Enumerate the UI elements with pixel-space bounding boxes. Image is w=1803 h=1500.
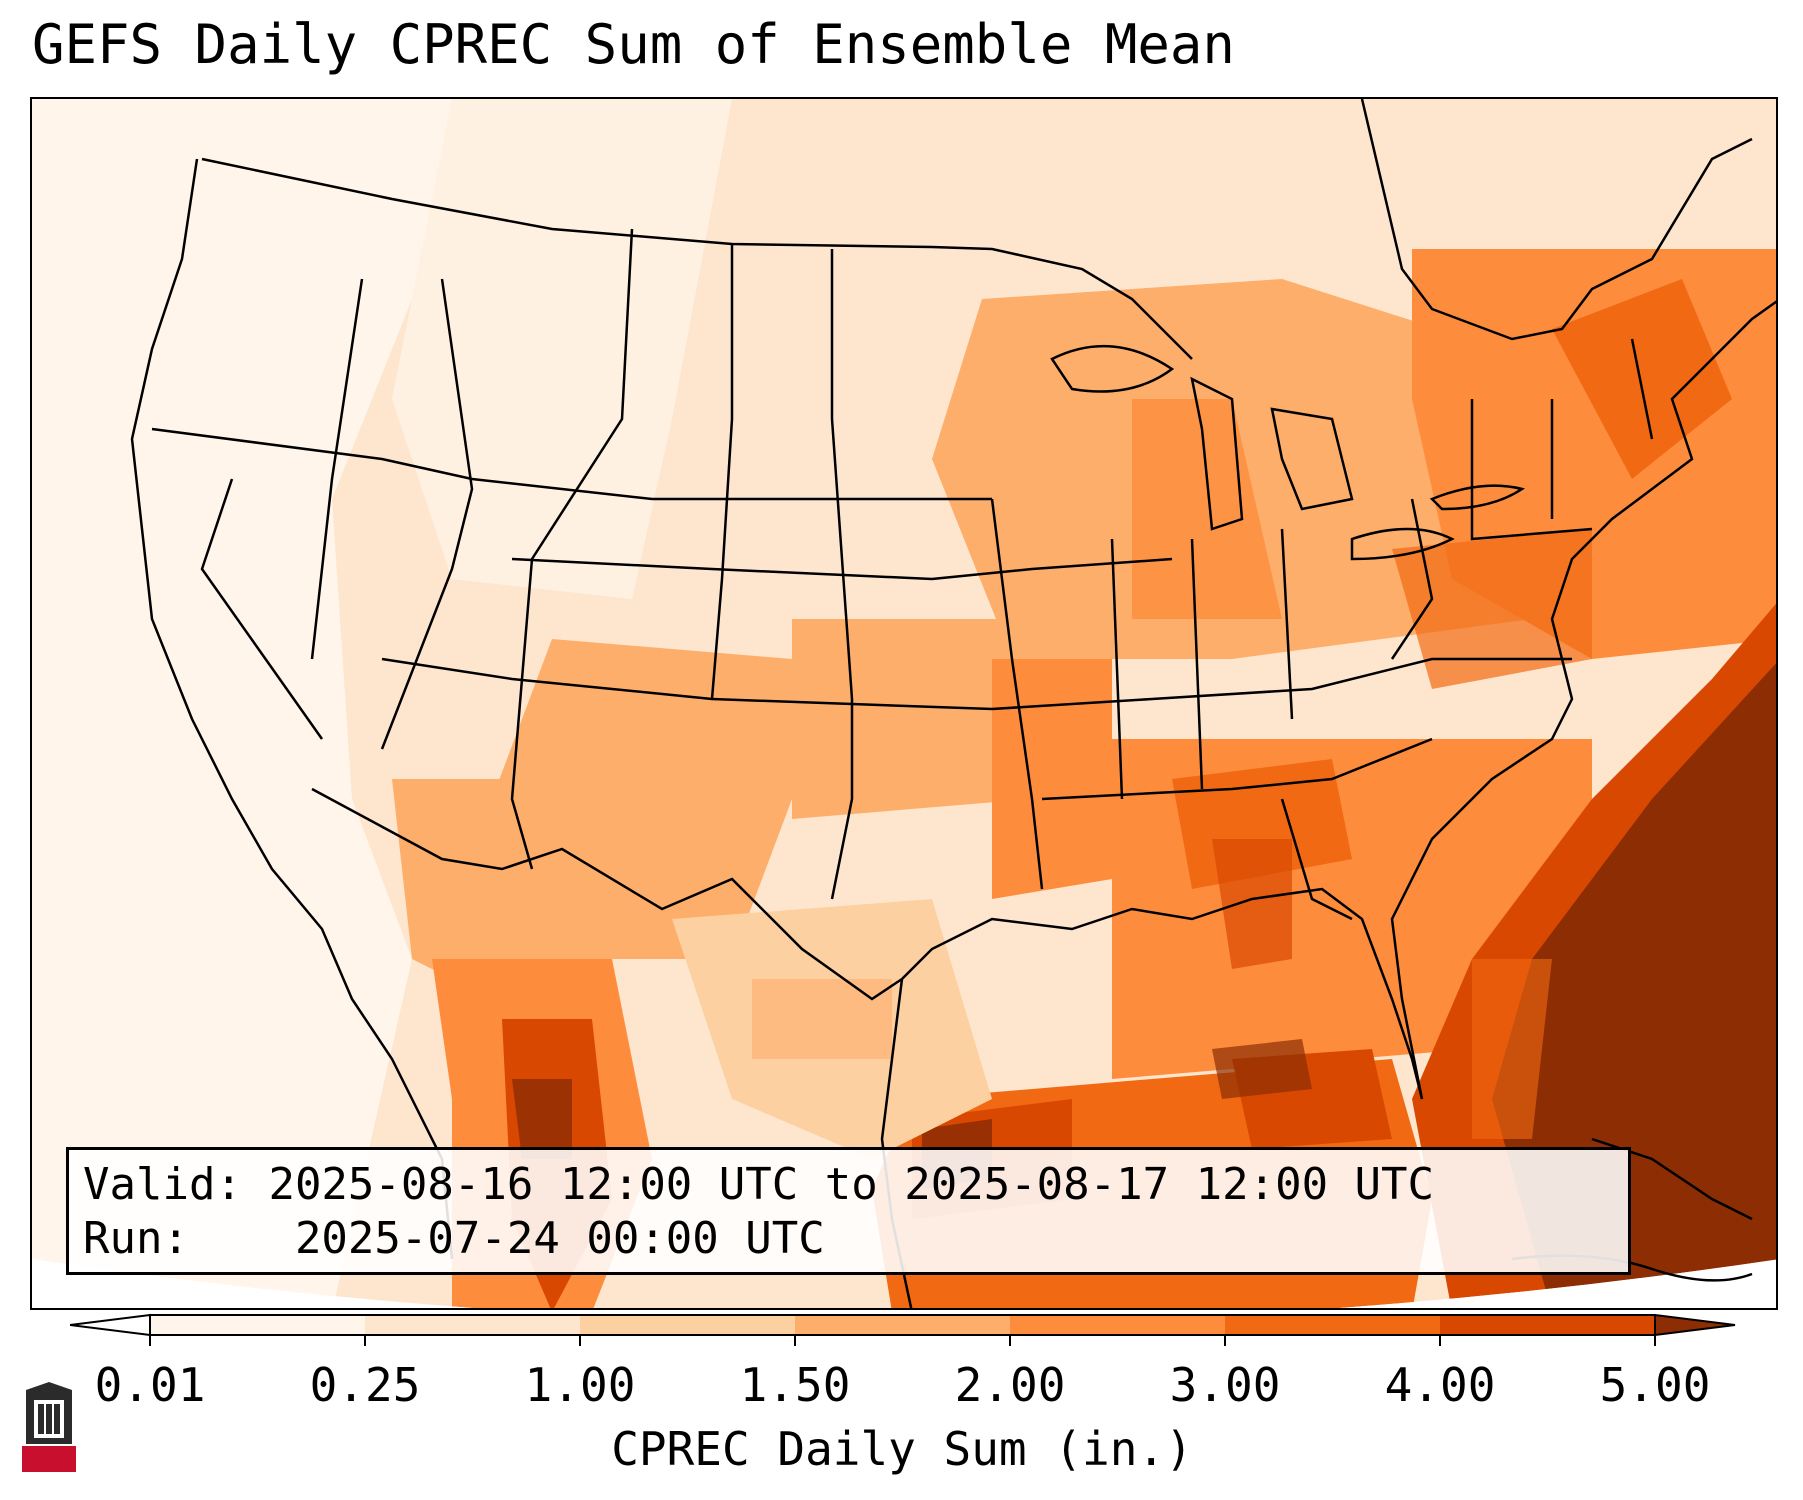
valid-label: Valid: [83,1159,242,1210]
colorbar-right-extension [1654,1313,1736,1337]
colorbar [70,1313,1736,1346]
boundaries [130,99,1776,1308]
colorbar-tick-label: 2.00 [954,1358,1066,1412]
colorbar-tick-label: 0.25 [309,1358,421,1412]
colorbar-tick-label: 1.50 [739,1358,851,1412]
colorbar-tick-label: 0.01 [94,1358,206,1412]
colorbar-left-extension [70,1313,151,1337]
niu-logo [22,1382,76,1472]
colorbar-tick-label: 1.00 [524,1358,636,1412]
run-value: 2025-07-24 00:00 UTC [294,1213,825,1264]
colorbar-outline [149,1314,1656,1336]
colorbar-segment [580,1315,796,1335]
map-canvas [32,99,1776,1308]
map-title: GEFS Daily CPREC Sum of Ensemble Mean [32,13,1235,76]
precipitation-map [30,97,1778,1310]
run-label: Run: [83,1213,189,1264]
valid-value: 2025-08-16 12:00 UTC to 2025-08-17 12:00… [268,1159,1435,1210]
valid-run-info-box: Valid: 2025-08-16 12:00 UTC to 2025-08-1… [66,1147,1631,1275]
colorbar-segment [1010,1315,1226,1335]
colorbar-segment [1225,1315,1441,1335]
colorbar-tick-label: 4.00 [1384,1358,1496,1412]
precip-field [32,99,1776,1308]
colorbar-segment [795,1315,1011,1335]
colorbar-segment [150,1315,366,1335]
colorbar-segment [365,1315,581,1335]
colorbar-segment [1440,1315,1656,1335]
colorbar-tick-label: 3.00 [1169,1358,1281,1412]
colorbar-tick-label: 5.00 [1599,1358,1711,1412]
colorbar-title: CPREC Daily Sum (in.) [611,1422,1193,1476]
